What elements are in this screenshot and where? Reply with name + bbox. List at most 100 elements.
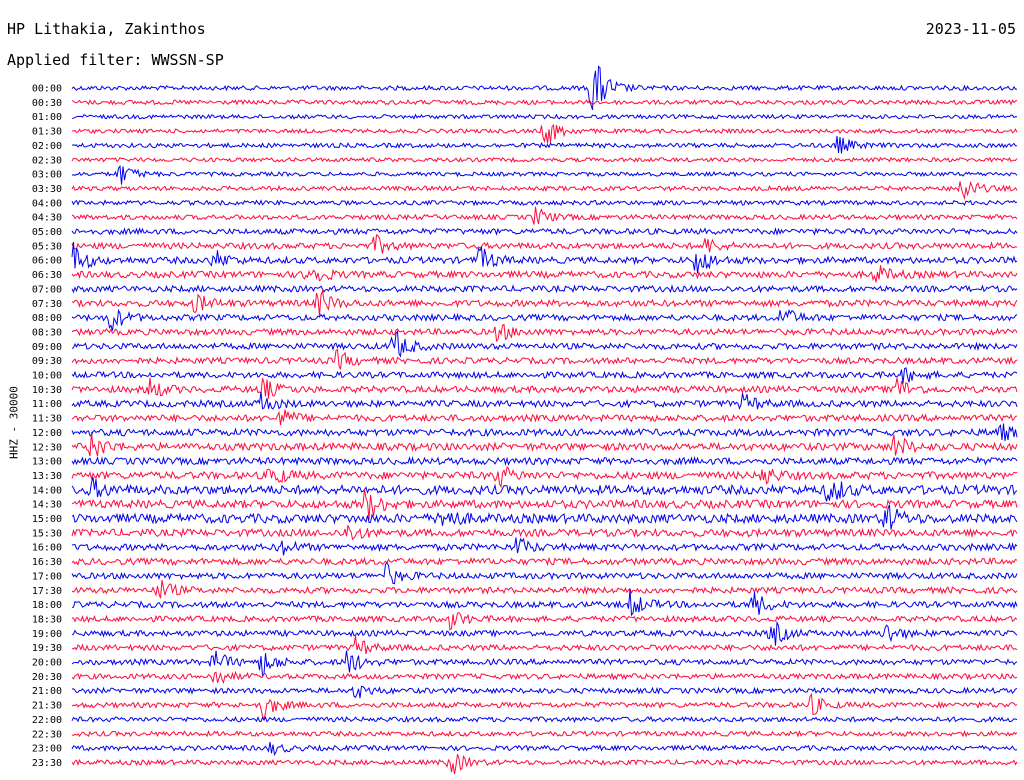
time-label: 22:00	[32, 715, 62, 726]
trace-1730	[71, 580, 1018, 599]
time-label: 16:30	[32, 557, 62, 568]
trace-0200	[71, 136, 1018, 154]
time-label: 05:30	[32, 241, 62, 252]
station-title: HP Lithakia, Zakinthos	[7, 20, 206, 38]
trace-1700	[71, 561, 1018, 585]
trace-1800	[71, 589, 1018, 617]
trace-1430	[71, 489, 1018, 521]
time-label: 07:00	[32, 284, 62, 295]
trace-1500	[71, 504, 1018, 530]
trace-0030	[71, 98, 1018, 106]
time-label: 01:00	[32, 112, 62, 123]
time-label: 14:30	[32, 500, 62, 511]
time-label: 15:00	[32, 514, 62, 525]
time-label: 02:30	[32, 155, 62, 166]
time-label: 12:30	[32, 442, 62, 453]
trace-1930	[71, 635, 1018, 654]
trace-0230	[71, 156, 1018, 163]
time-label: 21:00	[32, 686, 62, 697]
trace-0530	[71, 234, 1018, 254]
time-label: 01:30	[32, 127, 62, 138]
trace-2330	[71, 754, 1018, 775]
time-label: 17:30	[32, 586, 62, 597]
date-label: 2023-11-05	[925, 20, 1016, 38]
trace-1600	[71, 537, 1018, 556]
time-label: 22:30	[32, 729, 62, 740]
trace-1530	[71, 524, 1018, 541]
time-label: 03:00	[32, 170, 62, 181]
trace-2000	[71, 650, 1018, 678]
trace-0300	[71, 164, 1018, 185]
trace-2030	[71, 670, 1018, 685]
time-label: 08:30	[32, 327, 62, 338]
time-label: 18:30	[32, 614, 62, 625]
time-label: 23:00	[32, 744, 62, 755]
trace-0400	[71, 199, 1018, 207]
trace-0800	[71, 308, 1018, 331]
trace-1130	[71, 409, 1018, 426]
trace-1400	[71, 476, 1018, 502]
time-label: 04:30	[32, 213, 62, 224]
time-label: 21:30	[32, 701, 62, 712]
trace-1330	[71, 465, 1018, 489]
trace-2230	[71, 729, 1018, 738]
time-label: 00:30	[32, 98, 62, 109]
trace-2130	[71, 692, 1018, 722]
trace-0100	[71, 113, 1018, 120]
time-label: 19:00	[32, 629, 62, 640]
trace-1230	[71, 431, 1018, 457]
time-label: 16:00	[32, 543, 62, 554]
trace-1200	[71, 423, 1018, 441]
time-label: 12:00	[32, 428, 62, 439]
filter-label: Applied filter: WWSSN-SP	[7, 51, 224, 69]
trace-1830	[71, 612, 1018, 631]
time-label: 07:30	[32, 299, 62, 310]
time-label: 02:00	[32, 141, 62, 152]
trace-0330	[71, 180, 1018, 201]
trace-0130	[71, 123, 1018, 144]
time-label: 04:00	[32, 198, 62, 209]
trace-2300	[71, 741, 1018, 757]
trace-0430	[71, 206, 1018, 225]
time-label: 18:00	[32, 600, 62, 611]
trace-1000	[71, 366, 1018, 384]
trace-0000	[71, 65, 1018, 111]
trace-0600	[71, 241, 1018, 274]
trace-0900	[71, 330, 1018, 358]
trace-2200	[71, 715, 1018, 724]
time-label: 06:00	[32, 256, 62, 267]
time-label: 15:30	[32, 528, 62, 539]
time-label: 17:00	[32, 571, 62, 582]
trace-1900	[71, 620, 1018, 646]
trace-0500	[71, 227, 1018, 236]
time-label: 19:30	[32, 643, 62, 654]
trace-0730	[71, 289, 1018, 317]
time-label: 08:00	[32, 313, 62, 324]
time-label: 06:30	[32, 270, 62, 281]
time-label: 20:00	[32, 658, 62, 669]
time-label: 13:00	[32, 457, 62, 468]
trace-0930	[71, 348, 1018, 370]
time-label: 03:30	[32, 184, 62, 195]
time-label: 14:00	[32, 485, 62, 496]
time-label: 05:00	[32, 227, 62, 238]
trace-0630	[71, 265, 1018, 283]
time-label: 20:30	[32, 672, 62, 683]
time-label: 09:30	[32, 356, 62, 367]
time-label: 10:00	[32, 371, 62, 382]
time-label: 23:30	[32, 758, 62, 769]
time-label: 11:30	[32, 414, 62, 425]
time-label: 09:00	[32, 342, 62, 353]
time-label: 13:30	[32, 471, 62, 482]
trace-0700	[71, 284, 1018, 294]
trace-1630	[71, 556, 1018, 567]
time-label: 00:00	[32, 84, 62, 95]
trace-2100	[71, 685, 1018, 699]
trace-1100	[71, 391, 1018, 410]
time-label: 10:30	[32, 385, 62, 396]
trace-0830	[71, 323, 1018, 343]
trace-1300	[71, 455, 1018, 467]
time-label: 11:00	[32, 399, 62, 410]
trace-1030	[71, 377, 1018, 399]
